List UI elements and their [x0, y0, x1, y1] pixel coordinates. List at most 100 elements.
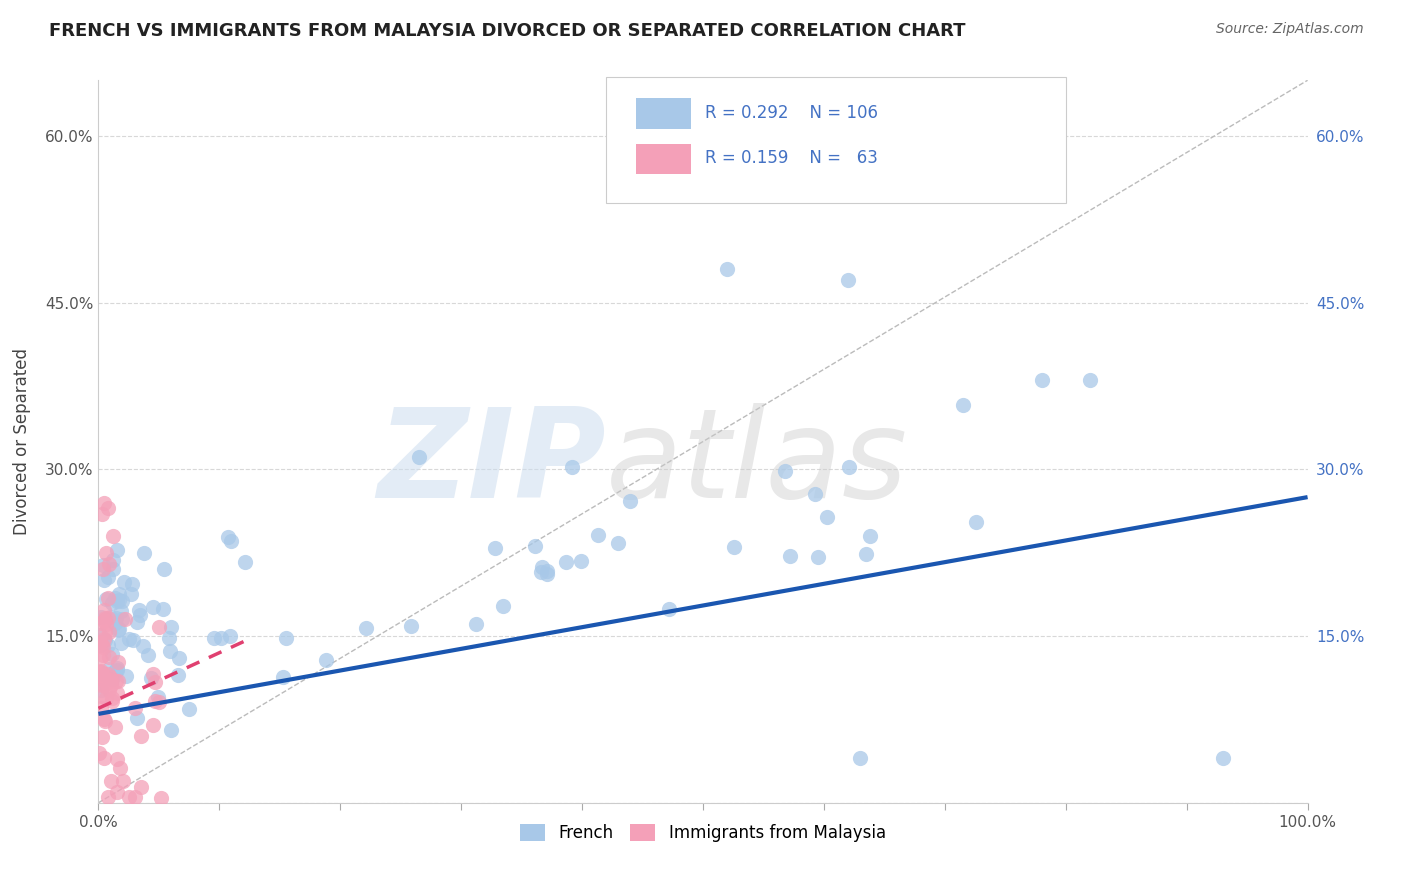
Point: [97, 683, 120, 698]
Point: [131, 640, 153, 654]
Point: [101, 596, 124, 610]
Point: [658, 602, 681, 616]
Point: [105, 673, 128, 688]
Point: [110, 761, 132, 775]
Point: [105, 661, 128, 675]
Point: [121, 633, 143, 648]
Point: [134, 546, 156, 560]
Point: [619, 494, 641, 508]
Point: [849, 751, 872, 765]
Point: [838, 459, 860, 474]
Point: [804, 487, 827, 501]
Point: [89, 665, 111, 680]
Point: [271, 670, 294, 684]
Point: [465, 616, 488, 631]
Point: [118, 790, 141, 805]
Point: [159, 644, 181, 658]
Point: [152, 602, 174, 616]
Point: [90, 701, 112, 715]
Legend: French, Immigrants from Malaysia: French, Immigrants from Malaysia: [513, 817, 893, 848]
Point: [142, 718, 165, 732]
Point: [101, 694, 124, 708]
Point: [160, 620, 183, 634]
Point: [775, 465, 797, 479]
Point: [100, 672, 122, 686]
Point: [530, 565, 553, 579]
Text: Source: ZipAtlas.com: Source: ZipAtlas.com: [1216, 22, 1364, 37]
Point: [94, 675, 117, 690]
Point: [815, 510, 838, 524]
Point: [90, 682, 112, 697]
Point: [87, 747, 110, 761]
Point: [91, 667, 114, 681]
Point: [89, 638, 111, 652]
Point: [202, 632, 225, 646]
Point: [219, 533, 242, 548]
Point: [148, 690, 170, 705]
Point: [93, 611, 115, 625]
Point: [104, 720, 127, 734]
Point: [153, 562, 176, 576]
Point: [104, 664, 127, 678]
Point: [100, 678, 122, 692]
Point: [91, 507, 114, 521]
Point: [93, 678, 115, 692]
Point: [101, 647, 124, 661]
Point: [90, 609, 112, 624]
Point: [105, 686, 128, 700]
Text: R = 0.159    N =   63: R = 0.159 N = 63: [706, 149, 879, 168]
Point: [94, 546, 117, 560]
Point: [89, 635, 111, 649]
Point: [93, 573, 115, 587]
Point: [177, 702, 200, 716]
Point: [96, 676, 118, 690]
Point: [93, 613, 115, 627]
Point: [837, 273, 859, 287]
Point: [93, 751, 115, 765]
Point: [121, 577, 143, 591]
Point: [143, 674, 166, 689]
Point: [779, 549, 801, 564]
Point: [97, 662, 120, 676]
Point: [97, 501, 120, 516]
Point: [104, 665, 127, 680]
Y-axis label: Divorced or Separated: Divorced or Separated: [13, 348, 31, 535]
Point: [965, 515, 987, 529]
Point: [952, 399, 974, 413]
Point: [108, 593, 131, 607]
Point: [561, 460, 583, 475]
Point: [97, 610, 120, 624]
Point: [143, 694, 166, 708]
Point: [536, 566, 558, 581]
Point: [96, 691, 118, 706]
Point: [107, 594, 129, 608]
Point: [108, 586, 131, 600]
Point: [97, 790, 120, 805]
Point: [93, 632, 115, 646]
Point: [554, 555, 576, 569]
Point: [107, 673, 129, 688]
Point: [93, 496, 115, 510]
Point: [716, 262, 738, 277]
Point: [586, 527, 609, 541]
Point: [90, 615, 112, 630]
Point: [169, 651, 191, 665]
Point: [98, 670, 121, 684]
Point: [129, 729, 152, 743]
Point: [108, 622, 131, 636]
Point: [90, 664, 112, 678]
Point: [644, 185, 666, 199]
Point: [89, 628, 111, 642]
Point: [855, 547, 877, 561]
Point: [100, 773, 122, 788]
Point: [100, 673, 122, 687]
Point: [97, 638, 120, 652]
Point: [1212, 751, 1234, 765]
Point: [105, 752, 128, 766]
Point: [139, 671, 162, 685]
Point: [90, 678, 112, 692]
Point: [90, 731, 112, 745]
Point: [107, 656, 129, 670]
Text: FRENCH VS IMMIGRANTS FROM MALAYSIA DIVORCED OR SEPARATED CORRELATION CHART: FRENCH VS IMMIGRANTS FROM MALAYSIA DIVOR…: [49, 22, 966, 40]
Point: [1078, 373, 1101, 387]
